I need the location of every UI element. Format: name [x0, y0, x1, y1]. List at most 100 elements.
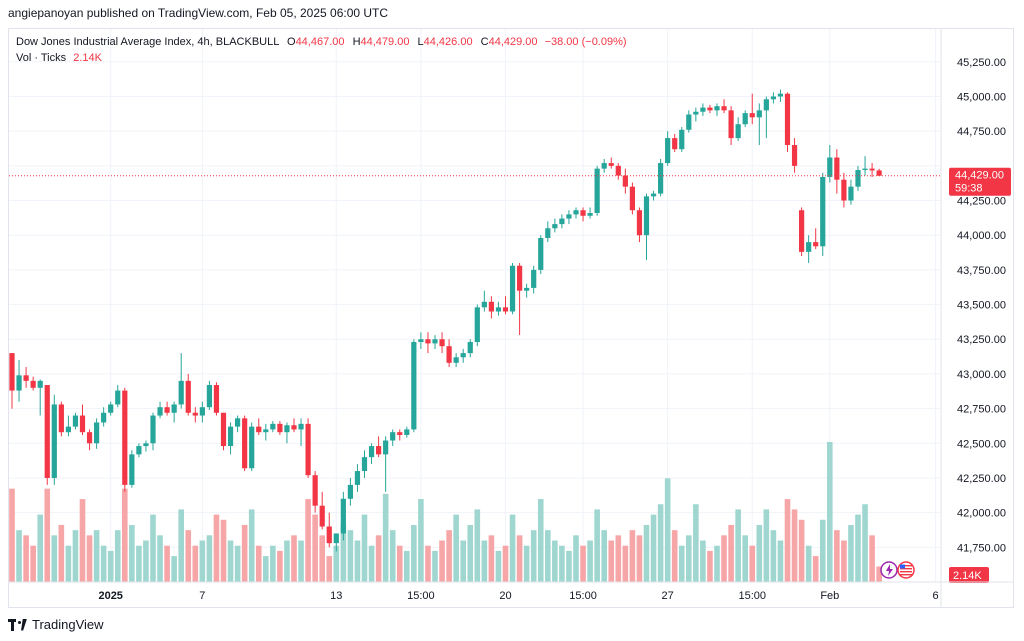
volume-bar: [474, 509, 481, 582]
candle-body: [573, 210, 579, 215]
candle-body: [545, 228, 551, 238]
volume-bar: [86, 535, 93, 582]
candle-body: [728, 110, 734, 139]
volume-bar: [545, 530, 551, 582]
volume-bar: [650, 514, 657, 582]
candle-body: [439, 339, 445, 347]
price-tick-label: 43,250.00: [957, 334, 1006, 346]
candle-body: [686, 114, 692, 130]
candle-body: [679, 129, 685, 150]
candle-body: [213, 385, 220, 413]
volume-bar: [876, 566, 882, 582]
volume-bar: [255, 545, 262, 582]
candle-body: [376, 446, 382, 455]
legend-volume-row: Vol · Ticks 2.14K: [16, 50, 627, 66]
candle-body: [305, 423, 311, 476]
candle-body: [876, 170, 882, 176]
candle-body: [65, 426, 71, 433]
volume-bar: [382, 493, 389, 582]
candle-body: [312, 475, 318, 506]
volume-bar: [777, 540, 784, 582]
candle-body: [354, 471, 361, 485]
volume-bar: [819, 519, 826, 582]
chart-area[interactable]: 41,750.00 42,000.00 42,250.00 42,500.00 42,7…: [8, 28, 1014, 608]
volume-bar: [798, 519, 805, 582]
legend-title: Dow Jones Industrial Average Index, 4h, …: [16, 36, 279, 48]
volume-bar: [530, 530, 537, 582]
candle-body: [206, 385, 212, 408]
candle-body: [742, 113, 748, 125]
us-flag-event-icon[interactable]: [897, 561, 915, 579]
volume-bar: [389, 530, 396, 582]
event-badges[interactable]: [880, 561, 915, 579]
volume-bar: [185, 530, 192, 582]
legend-volume-label: Vol · Ticks: [16, 52, 67, 64]
candle-body: [390, 432, 396, 441]
volume-bar: [495, 550, 502, 582]
legend-volume-value: 2.14K: [73, 52, 102, 64]
candle-body: [30, 380, 36, 388]
candle-body: [164, 407, 170, 413]
price-axis[interactable]: 41,750.00 42,000.00 42,250.00 42,500.00 42,7…: [940, 29, 1011, 607]
candle-body: [658, 163, 664, 194]
flag-stripe: [900, 571, 912, 573]
volume-bar: [601, 530, 607, 582]
volume-bar: [263, 556, 269, 582]
volume-bar: [79, 499, 86, 582]
time-tick-label: 15:00: [407, 590, 435, 602]
candle-body: [185, 380, 191, 413]
candle-body: [813, 242, 819, 247]
time-tick-label: 27: [662, 590, 674, 602]
volume-bar: [277, 550, 283, 582]
candle-body: [263, 429, 269, 433]
volume-bar: [784, 499, 791, 582]
price-tick-label: 44,250.00: [957, 196, 1006, 208]
volume-bar: [9, 488, 15, 582]
candle-body: [481, 301, 487, 308]
volume-bar: [361, 514, 368, 582]
volume-bar: [340, 524, 347, 582]
candle-body: [284, 425, 290, 433]
volume-bar: [855, 514, 861, 582]
candle-body: [552, 224, 558, 229]
volume-bar: [693, 504, 699, 582]
candle-body: [340, 498, 346, 534]
volume-bar: [502, 545, 509, 582]
legend-change: −38.00 (−0.09%): [544, 36, 627, 48]
candle-body: [157, 407, 163, 416]
price-tick-label: 42,250.00: [957, 473, 1006, 485]
candle-body: [707, 107, 713, 111]
volume-bar: [714, 545, 720, 582]
volume-bar: [157, 535, 163, 582]
candle-body: [777, 93, 784, 97]
volume-bar: [756, 524, 763, 582]
candle-body: [404, 429, 410, 435]
time-axis[interactable]: 2025 7 13 15:00 20 15:00 27 15:00 Feb 6: [9, 581, 1013, 602]
volume-bar: [396, 545, 403, 582]
candle-body: [566, 214, 572, 219]
candle-body: [23, 375, 29, 381]
volume-badge-label: 2.14K: [953, 570, 982, 582]
time-tick-label: Feb: [820, 590, 839, 602]
footer-brand[interactable]: TradingView: [8, 617, 104, 632]
volume-bar: [270, 545, 276, 582]
candle-body: [383, 440, 389, 455]
volume-bar: [453, 514, 459, 582]
volume-bars: [9, 442, 882, 582]
volume-bar: [460, 540, 466, 582]
volume-bar: [206, 535, 213, 582]
candle-body: [700, 107, 706, 112]
footer-brand-name: TradingView: [32, 617, 104, 632]
candlestick-chart[interactable]: 41,750.00 42,000.00 42,250.00 42,500.00 42,7…: [9, 29, 1013, 607]
volume-bar: [368, 545, 375, 582]
candle-body: [72, 415, 79, 427]
price-tick-label: 42,000.00: [957, 508, 1006, 520]
price-tick-label: 42,500.00: [957, 438, 1006, 450]
price-tick-label: 43,000.00: [957, 369, 1006, 381]
candle-body: [136, 446, 142, 455]
candle-body: [665, 138, 671, 164]
candle-body: [425, 339, 431, 344]
legend-high-value: 44,479.00: [360, 36, 410, 48]
volume-bar: [150, 514, 156, 582]
volume-bar: [869, 535, 875, 582]
